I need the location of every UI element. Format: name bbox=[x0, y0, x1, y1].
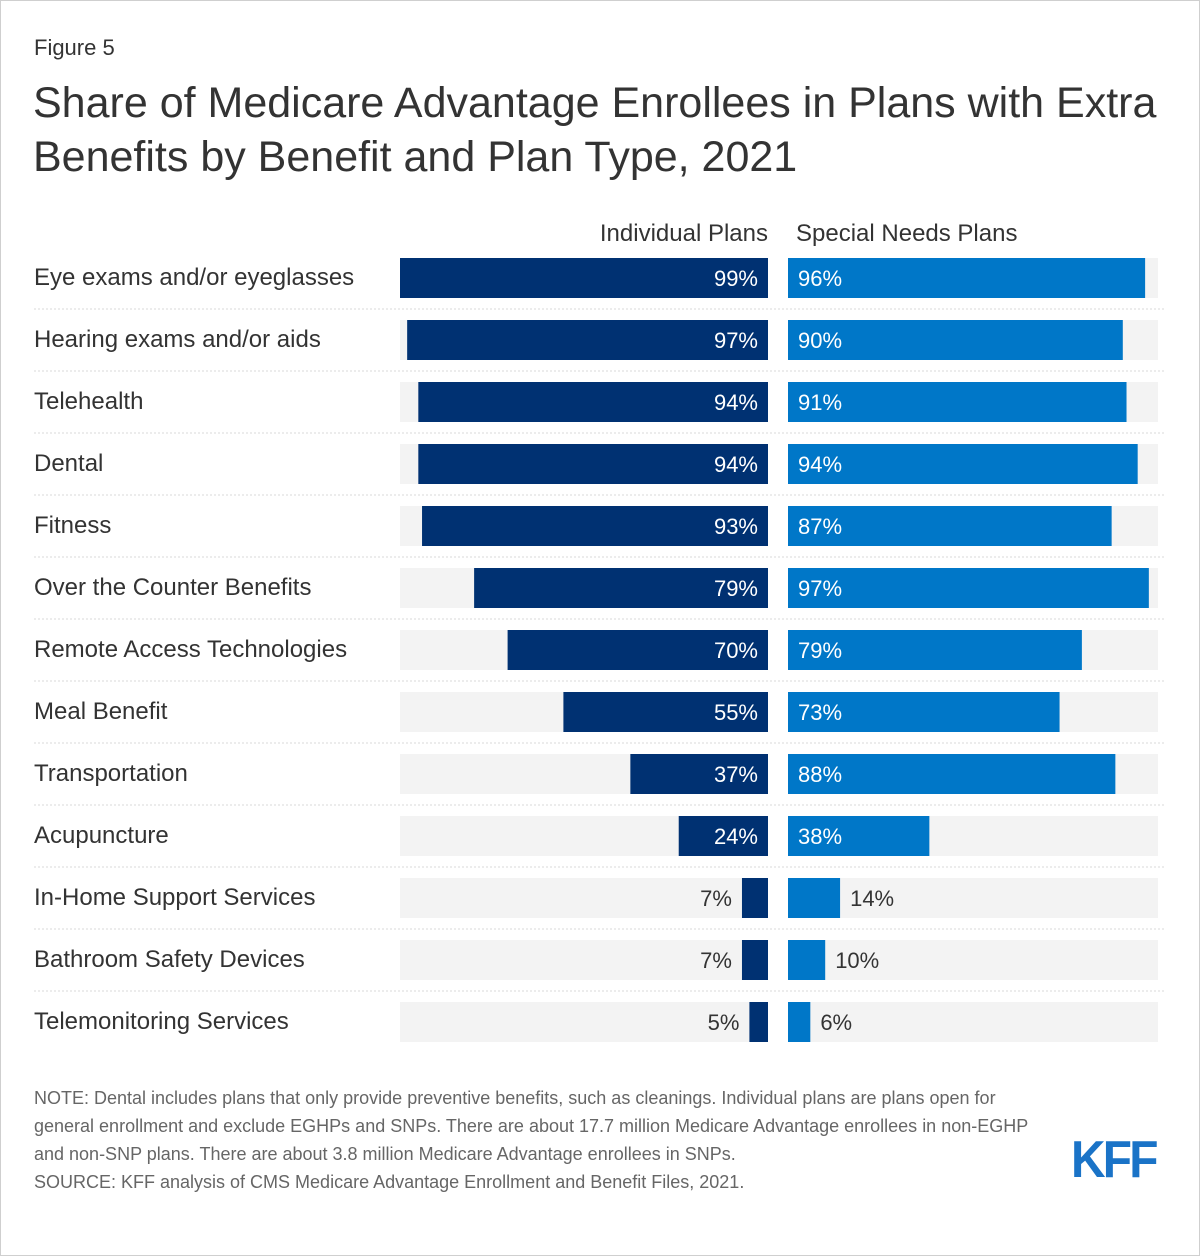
legend-special-needs-plans: Special Needs Plans bbox=[796, 220, 1018, 247]
category-label: In-Home Support Services bbox=[34, 884, 316, 911]
data-label-individual: 94% bbox=[714, 390, 758, 415]
bar-track-individual bbox=[400, 1002, 768, 1042]
bar-special-needs bbox=[788, 692, 1060, 732]
bar-individual bbox=[563, 692, 768, 732]
bar-individual bbox=[678, 816, 768, 856]
data-label-individual: 70% bbox=[714, 638, 758, 663]
data-label-individual: 7% bbox=[700, 948, 732, 973]
bar-individual bbox=[630, 754, 768, 794]
bar-track-special-needs bbox=[788, 878, 1158, 918]
bar-track-individual bbox=[400, 878, 768, 918]
data-label-individual: 5% bbox=[708, 1010, 740, 1035]
category-label: Fitness bbox=[34, 512, 112, 539]
bar-special-needs bbox=[788, 878, 841, 918]
category-label: Acupuncture bbox=[34, 822, 169, 849]
bar-individual bbox=[741, 878, 768, 918]
data-label-special-needs: 10% bbox=[835, 948, 879, 973]
data-label-individual: 24% bbox=[714, 824, 758, 849]
bar-special-needs bbox=[788, 382, 1127, 422]
note-text: NOTE: Dental includes plans that only pr… bbox=[34, 1088, 1028, 1164]
bar-special-needs bbox=[788, 568, 1149, 608]
bar-track-special-needs bbox=[788, 940, 1158, 980]
bar-individual bbox=[418, 444, 768, 484]
data-label-special-needs: 97% bbox=[798, 576, 842, 601]
bar-special-needs bbox=[788, 754, 1116, 794]
bar-special-needs bbox=[788, 506, 1112, 546]
data-label-special-needs: 73% bbox=[798, 700, 842, 725]
data-label-special-needs: 79% bbox=[798, 638, 842, 663]
data-label-special-needs: 38% bbox=[798, 824, 842, 849]
bar-special-needs bbox=[788, 816, 930, 856]
source-text: SOURCE: KFF analysis of CMS Medicare Adv… bbox=[34, 1172, 745, 1192]
chart-title: Share of Medicare Advantage Enrollees in… bbox=[33, 79, 1157, 181]
bar-special-needs bbox=[788, 444, 1138, 484]
data-label-special-needs: 94% bbox=[798, 452, 842, 477]
category-label: Remote Access Technologies bbox=[34, 636, 348, 663]
data-label-special-needs: 91% bbox=[798, 390, 842, 415]
data-label-special-needs: 96% bbox=[798, 266, 842, 291]
data-label-individual: 7% bbox=[700, 886, 732, 911]
data-label-special-needs: 90% bbox=[798, 328, 842, 353]
category-label: Over the Counter Benefits bbox=[34, 574, 312, 601]
bar-individual bbox=[507, 630, 768, 670]
bar-individual bbox=[749, 1002, 768, 1042]
bar-special-needs bbox=[788, 1002, 811, 1042]
data-label-special-needs: 88% bbox=[798, 762, 842, 787]
kff-logo: KFF bbox=[1071, 1131, 1158, 1189]
data-label-individual: 93% bbox=[714, 514, 758, 539]
bar-individual bbox=[741, 940, 768, 980]
category-label: Hearing exams and/or aids bbox=[34, 326, 321, 353]
legend-individual-plans: Individual Plans bbox=[599, 220, 768, 247]
data-label-special-needs: 14% bbox=[850, 886, 894, 911]
category-label: Telemonitoring Services bbox=[34, 1008, 289, 1035]
data-label-special-needs: 6% bbox=[820, 1010, 852, 1035]
category-label: Meal Benefit bbox=[34, 698, 168, 725]
category-label: Bathroom Safety Devices bbox=[34, 946, 305, 973]
bar-special-needs bbox=[788, 940, 826, 980]
bar-individual bbox=[474, 568, 768, 608]
data-label-individual: 94% bbox=[714, 452, 758, 477]
bar-special-needs bbox=[788, 630, 1082, 670]
data-label-individual: 99% bbox=[714, 266, 758, 291]
bar-individual bbox=[407, 320, 768, 360]
bar-track-special-needs bbox=[788, 1002, 1158, 1042]
category-label: Eye exams and/or eyeglasses bbox=[34, 264, 355, 291]
data-label-individual: 79% bbox=[714, 576, 758, 601]
bar-individual bbox=[418, 382, 768, 422]
bar-individual bbox=[400, 258, 768, 298]
category-label: Dental bbox=[34, 450, 104, 477]
category-label: Telehealth bbox=[34, 388, 144, 415]
figure-label: Figure 5 bbox=[34, 35, 115, 60]
bar-track-individual bbox=[400, 940, 768, 980]
chart-notes: NOTE: Dental includes plans that only pr… bbox=[34, 1084, 1044, 1196]
data-label-individual: 37% bbox=[714, 762, 758, 787]
bar-special-needs bbox=[788, 320, 1123, 360]
data-label-individual: 97% bbox=[714, 328, 758, 353]
data-label-special-needs: 87% bbox=[798, 514, 842, 539]
bar-special-needs bbox=[788, 258, 1146, 298]
data-label-individual: 55% bbox=[714, 700, 758, 725]
bar-individual bbox=[422, 506, 768, 546]
category-label: Transportation bbox=[34, 760, 188, 787]
